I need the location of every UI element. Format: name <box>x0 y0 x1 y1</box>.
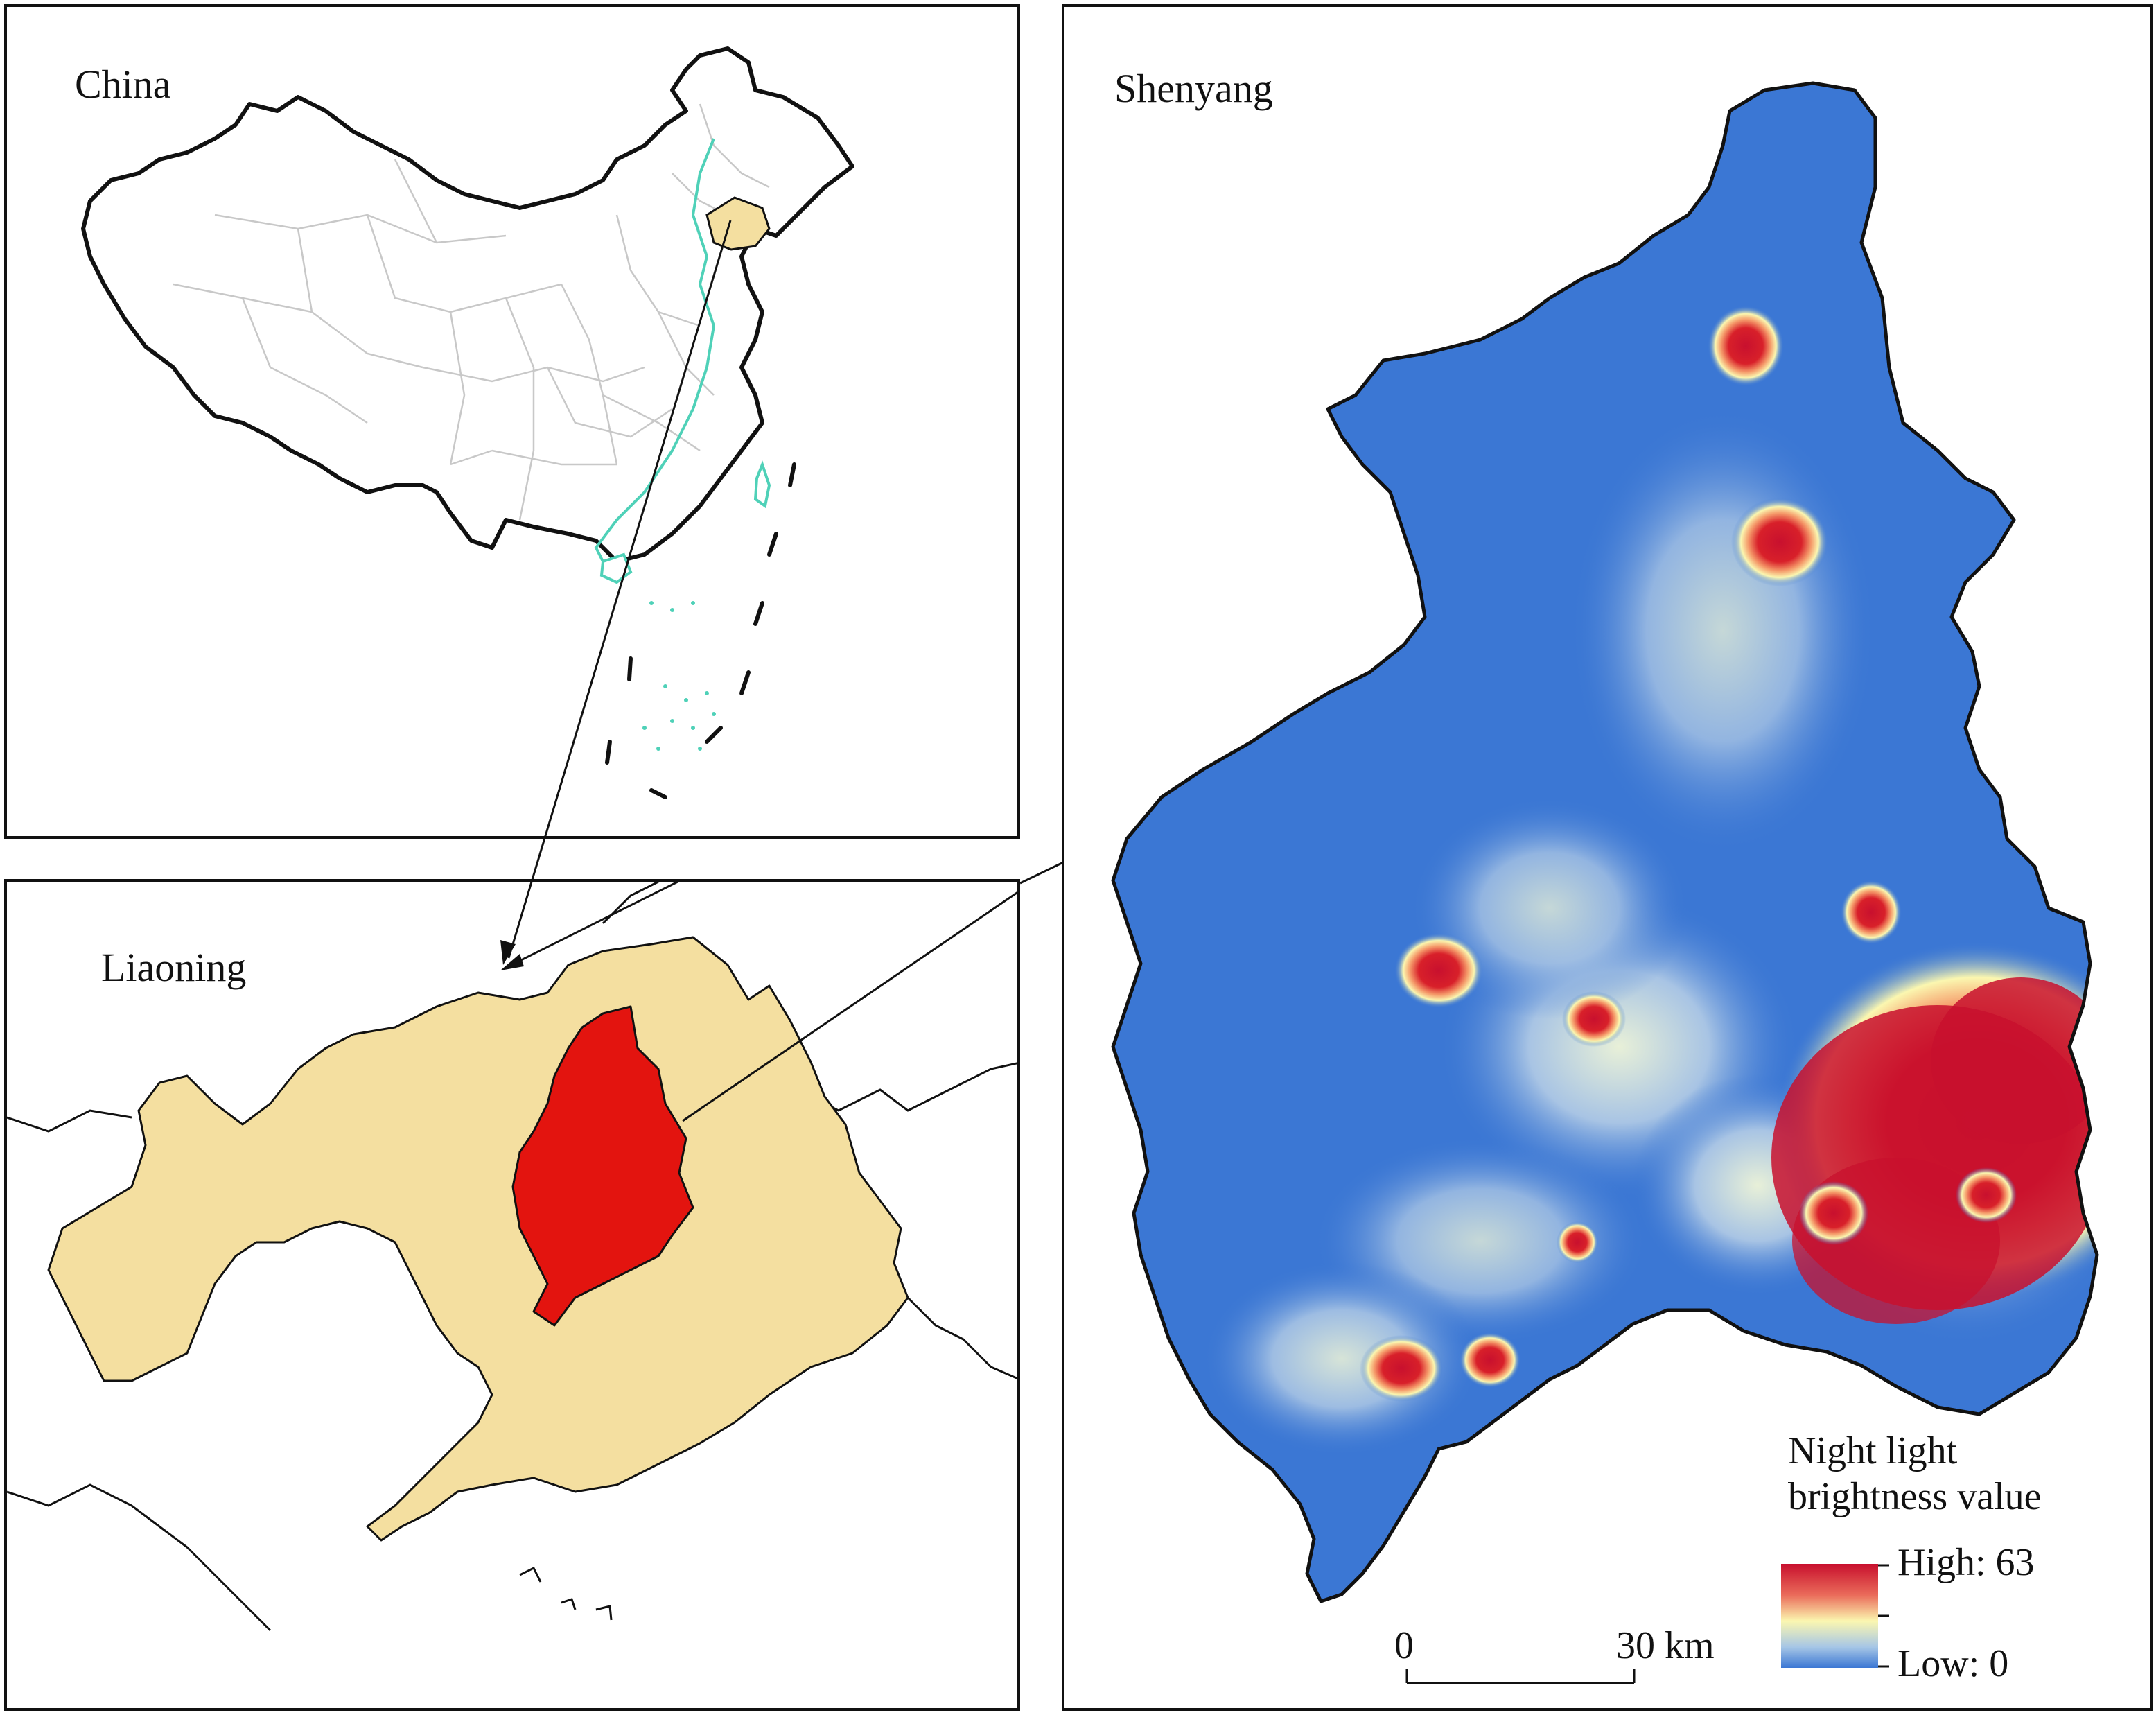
legend-color-ramp <box>1781 1564 1878 1668</box>
liaoning-panel-title: Liaoning <box>101 945 247 990</box>
scale-start-label: 0 <box>1394 1624 1414 1667</box>
scale-end-label: 30 km <box>1616 1624 1715 1667</box>
legend-title-line1: Night light <box>1788 1429 1958 1472</box>
legend-low-label: Low: 0 <box>1898 1642 2009 1685</box>
scale-bar <box>1405 1669 1636 1684</box>
taiwan <box>753 460 771 509</box>
shenyang-boundary <box>1111 81 2099 1603</box>
arrow-liaoning-to-shenyang <box>682 891 1017 1122</box>
legend-high-label: High: 63 <box>1898 1541 2035 1584</box>
shenyang-map-panel: Shenyang <box>1062 4 2153 1711</box>
legend-title-line2: brightness value <box>1788 1475 2042 1518</box>
legend-ticks <box>1878 1564 1889 1668</box>
liaoning-map <box>7 882 1017 1632</box>
china-map-panel: China <box>4 4 1020 839</box>
china-outline <box>81 46 854 564</box>
coastal-islands <box>519 1566 613 1621</box>
shenyang-night-light-map <box>1111 81 2099 1684</box>
liaoning-map-panel: Liaoning <box>4 879 1020 1711</box>
hainan <box>599 552 633 584</box>
china-panel-title: China <box>75 62 171 107</box>
legend-title: Night light brightness value <box>1788 1428 2041 1520</box>
liaoning-province <box>47 936 909 1542</box>
shenyang-highlight <box>511 1005 694 1327</box>
arrow-head-liaoning <box>500 954 524 970</box>
china-map <box>81 46 854 799</box>
south-china-sea-islands <box>642 601 716 751</box>
neighbour-boundaries <box>7 882 1017 1632</box>
shenyang-panel-title: Shenyang <box>1114 66 1273 111</box>
